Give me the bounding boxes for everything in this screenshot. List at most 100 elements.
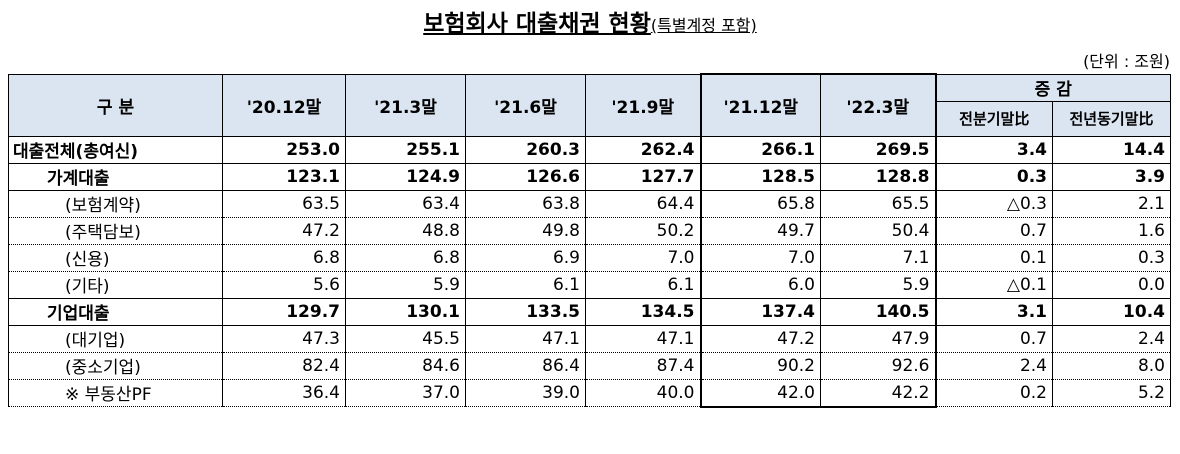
cell-value: 128.5	[699, 162, 821, 191]
cell-value: 124.9	[345, 162, 466, 191]
cell-value: 269.5	[820, 135, 937, 164]
row-label: (신용)	[8, 243, 223, 272]
data-row: 기업대출 129.7 130.1 133.5 134.5 137.4 140.5 3.1 10.…	[8, 297, 1171, 326]
cell-value: 0.0	[1052, 270, 1171, 299]
row-label: (대기업)	[8, 324, 223, 353]
cell-value: 6.1	[585, 270, 701, 299]
cell-value: 87.4	[585, 351, 701, 380]
data-row: (중소기업) 82.4 84.6 86.4 87.4 90.2 92.6 2.4 8.0	[8, 351, 1171, 380]
cell-value: 6.0	[699, 270, 821, 299]
cell-value: 5.6	[222, 270, 346, 299]
cell-value: 45.5	[345, 324, 466, 353]
period-header: '21.9말	[585, 73, 701, 137]
cell-value: 84.6	[345, 351, 466, 380]
cell-value: 47.9	[820, 324, 937, 353]
row-label: 기업대출	[8, 297, 223, 326]
cell-value: 2.1	[1052, 189, 1171, 218]
cell-value: 7.1	[820, 243, 937, 272]
cell-value: 14.4	[1052, 135, 1171, 164]
cell-value: 47.1	[465, 324, 586, 353]
cell-value: 40.0	[585, 378, 701, 407]
cell-value: 65.8	[699, 189, 821, 218]
cell-value: 140.5	[820, 297, 937, 326]
cell-value: 128.8	[820, 162, 937, 191]
period-header: '21.6말	[465, 73, 586, 137]
cell-value: 130.1	[345, 297, 466, 326]
cell-value: △0.3	[935, 189, 1053, 218]
cell-value: 133.5	[465, 297, 586, 326]
cell-value: 47.3	[222, 324, 346, 353]
cell-value: 42.2	[820, 378, 937, 408]
period-header: '20.12말	[222, 73, 346, 137]
cell-value: 47.2	[222, 216, 346, 245]
data-row: (대기업) 47.3 45.5 47.1 47.1 47.2 47.9 0.7 2.4	[8, 324, 1171, 353]
cell-value: 129.7	[222, 297, 346, 326]
header-row: 구 분 '20.12말 '21.3말 '21.6말 '21.9말 '21.12말 '22.3…	[8, 73, 1171, 137]
data-row: (주택담보) 47.2 48.8 49.8 50.2 49.7 50.4 0.7 1.6	[8, 216, 1171, 245]
period-header: '22.3말	[820, 73, 937, 137]
cell-value: 3.9	[1052, 162, 1171, 191]
cell-value: 0.3	[1052, 243, 1171, 272]
cell-value: 5.2	[1052, 378, 1171, 407]
cell-value: 49.7	[699, 216, 821, 245]
loan-table: 구 분 '20.12말 '21.3말 '21.6말 '21.9말 '21.12말 '22.3…	[8, 73, 1171, 408]
cell-value: 63.8	[465, 189, 586, 218]
row-label: (주택담보)	[8, 216, 223, 245]
cell-value: 37.0	[345, 378, 466, 407]
period-header: '21.12말	[699, 73, 821, 137]
period-header: '21.3말	[345, 73, 466, 137]
cell-value: 10.4	[1052, 297, 1171, 326]
cell-value: △0.1	[935, 270, 1053, 299]
row-label: 가계대출	[8, 162, 223, 191]
cell-value: 8.0	[1052, 351, 1171, 380]
cell-value: 92.6	[820, 351, 937, 380]
data-row: 대출전체(총여신) 253.0 255.1 260.3 262.4 266.1 269.5 3…	[8, 135, 1171, 164]
cell-value: 42.0	[699, 378, 821, 408]
change-sub-header: 전년동기말比	[1052, 100, 1171, 137]
cell-value: 137.4	[699, 297, 821, 326]
cell-value: 0.7	[935, 216, 1053, 245]
row-label: (중소기업)	[8, 351, 223, 380]
cell-value: 63.4	[345, 189, 466, 218]
cell-value: 262.4	[585, 135, 701, 164]
cell-value: 6.9	[465, 243, 586, 272]
cell-value: 1.6	[1052, 216, 1171, 245]
data-row: ※ 부동산PF 36.4 37.0 39.0 40.0 42.0 42.2 0.2 5.2	[8, 378, 1171, 408]
cell-value: 86.4	[465, 351, 586, 380]
cell-value: 47.2	[699, 324, 821, 353]
cell-value: 82.4	[222, 351, 346, 380]
change-sub-header: 전분기말比	[935, 100, 1053, 137]
row-label: (보험계약)	[8, 189, 223, 218]
cell-value: 90.2	[699, 351, 821, 380]
cell-value: 47.1	[585, 324, 701, 353]
title: 보험회사 대출채권 현황	[423, 11, 651, 37]
cell-value: 3.1	[935, 297, 1053, 326]
cell-value: 6.8	[222, 243, 346, 272]
cell-value: 260.3	[465, 135, 586, 164]
cell-value: 7.0	[585, 243, 701, 272]
cell-value: 5.9	[345, 270, 466, 299]
cell-value: 64.4	[585, 189, 701, 218]
cell-value: 2.4	[935, 351, 1053, 380]
cell-value: 6.8	[345, 243, 466, 272]
cell-value: 49.8	[465, 216, 586, 245]
unit: (단위 : 조원)	[1083, 52, 1170, 71]
cell-value: 39.0	[465, 378, 586, 407]
cell-value: 126.6	[465, 162, 586, 191]
cell-value: 0.2	[935, 378, 1053, 407]
cell-value: 266.1	[699, 135, 821, 164]
cell-value: 7.0	[699, 243, 821, 272]
cell-value: 134.5	[585, 297, 701, 326]
cell-value: 0.3	[935, 162, 1053, 191]
data-row: 가계대출 123.1 124.9 126.6 127.7 128.5 128.8 0.3 3.9	[8, 162, 1171, 191]
cell-value: 48.8	[345, 216, 466, 245]
data-row: (신용) 6.8 6.8 6.9 7.0 7.0 7.1 0.1 0.3	[8, 243, 1171, 272]
cell-value: 0.1	[935, 243, 1053, 272]
cell-value: 0.7	[935, 324, 1053, 353]
subtitle: (특별계정 포함)	[650, 16, 757, 35]
cell-value: 127.7	[585, 162, 701, 191]
title-block: 보험회사 대출채권 현황(특별계정 포함)	[0, 4, 1180, 38]
cell-value: 123.1	[222, 162, 346, 191]
data-row: (기타) 5.6 5.9 6.1 6.1 6.0 5.9 △0.1 0.0	[8, 270, 1171, 299]
data-row: (보험계약) 63.5 63.4 63.8 64.4 65.8 65.5 △0.3 2.1	[8, 189, 1171, 218]
